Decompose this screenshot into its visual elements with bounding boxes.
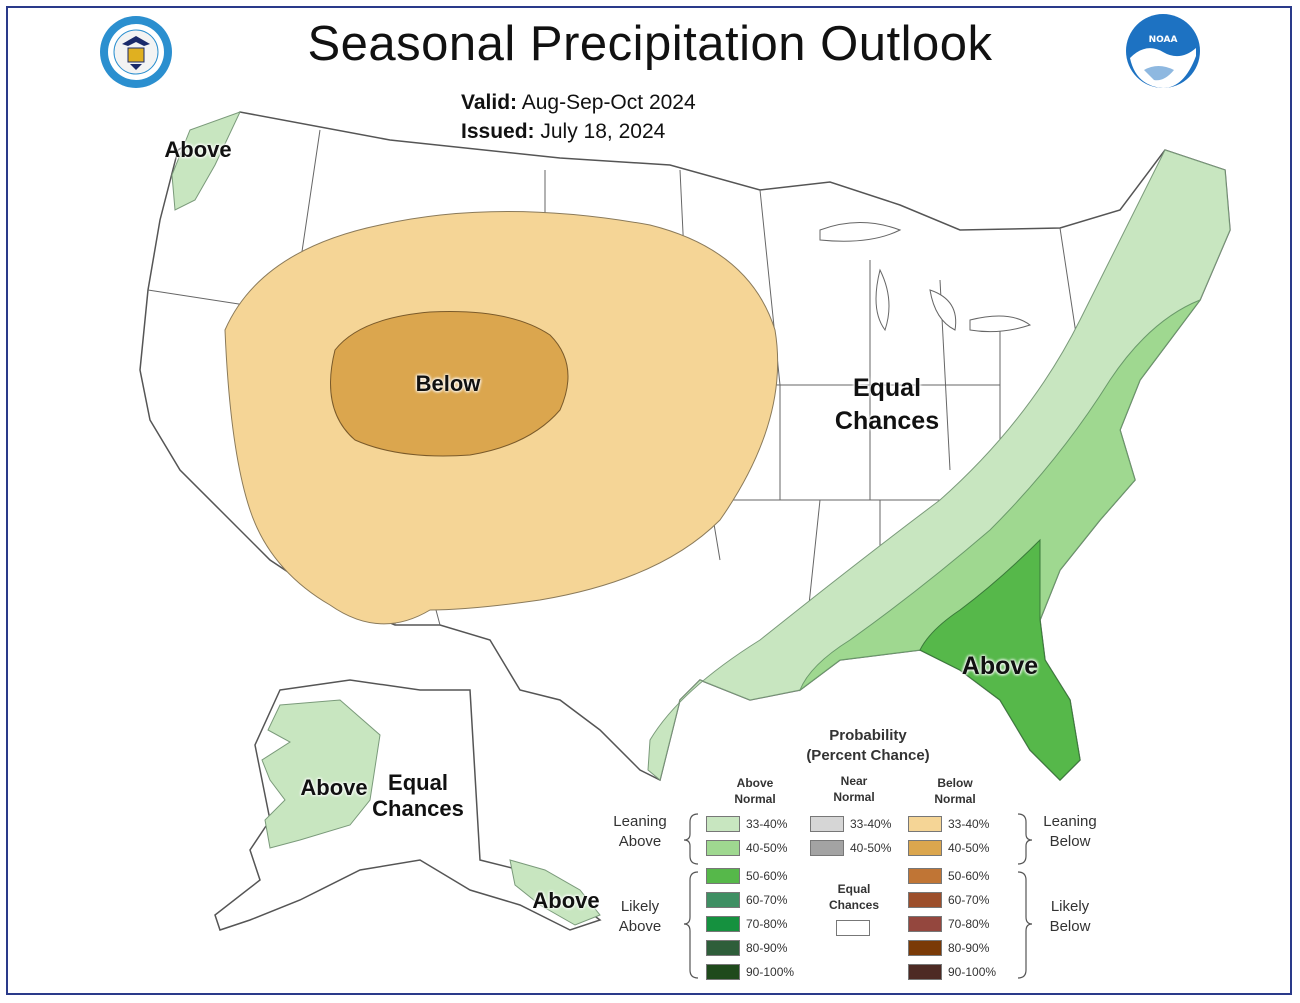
- legend-near-swatch-0: [810, 816, 844, 832]
- legend-below-label-2: 50-60%: [948, 869, 990, 883]
- legend-leaning-above-line2: Above: [618, 833, 662, 851]
- legend-below-label-0: 33-40%: [948, 817, 990, 831]
- label-west-below: Below: [415, 371, 481, 396]
- label-east-ec: Equal Chances: [812, 372, 962, 437]
- legend: Probability (Percent Chance) Above Norma…: [598, 722, 1118, 984]
- page-title: Seasonal Precipitation Outlook: [307, 17, 993, 71]
- valid-label: Valid:: [461, 91, 518, 114]
- label-east-ec-line2: Chances: [834, 406, 940, 435]
- doc-seal-icon: [100, 16, 172, 88]
- legend-above-column: 33-40% 40-50% 50-60% 60-70% 70-80% 80-90% 90-1…: [706, 816, 806, 986]
- label-alaska-ec: Equal Chances: [368, 770, 468, 823]
- legend-likely-below-line1: Likely: [1050, 898, 1090, 915]
- legend-above-label-2: 50-60%: [746, 869, 788, 883]
- label-pacific-nw: Above: [164, 137, 232, 162]
- label-alaska-ec-line2: Chances: [372, 796, 464, 822]
- legend-likely-above-line1: Likely: [620, 898, 660, 915]
- legend-near-label-1: 40-50%: [850, 841, 892, 855]
- legend-near-column: 33-40% 40-50%: [810, 816, 910, 876]
- valid-row: Valid: Aug-Sep-Oct 2024: [461, 91, 696, 115]
- legend-below-column: 33-40% 40-50% 50-60% 60-70% 70-80% 80-90% 90-1…: [908, 816, 1008, 986]
- legend-col-near-line2: Normal: [833, 789, 875, 804]
- above-5060-region: [919, 538, 1081, 781]
- legend-above-label-6: 90-100%: [746, 965, 795, 979]
- legend-equal-line2: Chances: [828, 897, 880, 912]
- label-southeast-above: Above: [961, 652, 1039, 680]
- legend-likely-above-line2: Above: [618, 918, 662, 936]
- legend-above-swatch-0: [706, 816, 740, 832]
- svg-text:NOAA: NOAA: [1149, 35, 1178, 45]
- legend-col-below-line1: Below: [937, 776, 973, 790]
- legend-leaning-below: Leaning Below: [1030, 812, 1110, 853]
- legend-below-swatch-5: [908, 940, 942, 956]
- legend-col-below-line2: Normal: [934, 791, 976, 806]
- label-alaska-above: Above: [300, 775, 368, 800]
- legend-above-swatch-6: [706, 964, 740, 980]
- valid-value: Aug-Sep-Oct 2024: [521, 91, 696, 114]
- legend-braces: [683, 813, 1033, 979]
- issued-value: July 18, 2024: [540, 120, 666, 143]
- legend-above-label-0: 33-40%: [746, 817, 788, 831]
- legend-below-swatch-2: [908, 868, 942, 884]
- legend-col-below: Below Normal: [906, 776, 1004, 807]
- legend-above-label-4: 70-80%: [746, 917, 788, 931]
- legend-equal-swatch: [836, 920, 870, 936]
- legend-col-above-line1: Above: [736, 776, 774, 790]
- legend-col-near: Near Normal: [806, 774, 902, 805]
- legend-title-line1: Probability: [829, 727, 907, 744]
- legend-leaning-below-line1: Leaning: [1043, 813, 1097, 830]
- below-4050-region: [330, 311, 569, 457]
- legend-col-above: Above Normal: [706, 776, 804, 807]
- legend-below-label-3: 60-70%: [948, 893, 990, 907]
- noaa-logo-icon: NOAA: [1126, 14, 1200, 88]
- legend-equal-chances: Equal Chances: [812, 882, 896, 913]
- legend-leaning-above-line1: Leaning: [613, 813, 667, 830]
- legend-below-label-4: 70-80%: [948, 917, 990, 931]
- legend-col-above-line2: Normal: [734, 791, 776, 806]
- legend-title-line2: (Percent Chance): [806, 747, 930, 765]
- legend-above-label-3: 60-70%: [746, 893, 788, 907]
- legend-leaning-below-line2: Below: [1049, 833, 1091, 851]
- legend-title: Probability (Percent Chance): [748, 726, 988, 767]
- legend-near-label-0: 33-40%: [850, 817, 892, 831]
- legend-above-label-5: 80-90%: [746, 941, 788, 955]
- legend-likely-below-line2: Below: [1049, 918, 1091, 936]
- legend-below-swatch-6: [908, 964, 942, 980]
- legend-above-swatch-2: [706, 868, 740, 884]
- legend-below-label-5: 80-90%: [948, 941, 990, 955]
- legend-below-swatch-0: [908, 816, 942, 832]
- legend-above-swatch-1: [706, 840, 740, 856]
- legend-below-label-1: 40-50%: [948, 841, 990, 855]
- legend-col-near-line1: Near: [840, 774, 868, 788]
- legend-above-label-1: 40-50%: [746, 841, 788, 855]
- legend-below-label-6: 90-100%: [948, 965, 997, 979]
- great-lakes: [819, 222, 1032, 333]
- legend-above-swatch-5: [706, 940, 740, 956]
- pacific-nw-above: [171, 111, 241, 211]
- legend-equal-line1: Equal: [837, 882, 871, 896]
- legend-below-swatch-1: [908, 840, 942, 856]
- legend-above-swatch-3: [706, 892, 740, 908]
- label-alaska-ec-line1: Equal: [388, 770, 448, 795]
- alaska-se-above: [509, 859, 601, 926]
- alaska-above-region: [261, 699, 381, 849]
- label-alaska-se-above: Above: [532, 888, 600, 913]
- issued-row: Issued: July 18, 2024: [461, 120, 665, 144]
- legend-likely-above: Likely Above: [600, 897, 680, 938]
- legend-near-swatch-1: [810, 840, 844, 856]
- legend-leaning-above: Leaning Above: [600, 812, 680, 853]
- legend-below-swatch-3: [908, 892, 942, 908]
- legend-above-swatch-4: [706, 916, 740, 932]
- legend-likely-below: Likely Below: [1030, 897, 1110, 938]
- legend-below-swatch-4: [908, 916, 942, 932]
- issued-label: Issued:: [461, 120, 535, 143]
- label-east-ec-line1: Equal: [852, 374, 922, 402]
